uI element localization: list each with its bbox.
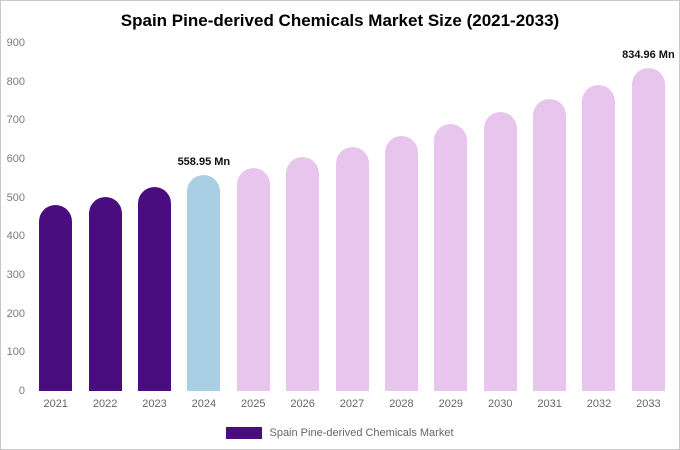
x-tick-label: 2024 xyxy=(191,398,217,410)
bar-slot xyxy=(278,43,327,391)
y-tick-label: 200 xyxy=(6,307,25,320)
x-tick-label: 2032 xyxy=(586,398,612,410)
x-tick-label: 2022 xyxy=(92,398,118,410)
legend-swatch xyxy=(226,427,263,439)
bar-2023 xyxy=(137,186,171,391)
bar-2026 xyxy=(286,157,320,391)
bar-2022 xyxy=(88,196,122,391)
legend: Spain Pine-derived Chemicals Market xyxy=(1,427,679,439)
y-tick-label: 300 xyxy=(6,269,25,281)
x-tick-label: 2025 xyxy=(241,398,266,410)
x-tick-label: 2030 xyxy=(487,398,513,410)
bar-2031 xyxy=(533,99,567,391)
y-axis: 0 100 200 300 400 500 600 700 800 900 xyxy=(1,37,27,397)
bar-slot: 558.95 Mn xyxy=(178,43,230,391)
bar-2030 xyxy=(483,111,517,391)
bar-slot xyxy=(229,43,278,391)
bar-slot xyxy=(31,43,80,391)
bar-value-label: 558.95 Mn xyxy=(177,155,231,168)
bar-slot xyxy=(130,43,179,391)
x-tick-label: 2029 xyxy=(438,398,464,410)
chart-title: Spain Pine-derived Chemicals Market Size… xyxy=(120,11,560,30)
x-tick-label: 2031 xyxy=(537,398,562,410)
x-tick-label: 2026 xyxy=(290,398,315,410)
bar-value-label: 834.96 Mn xyxy=(622,49,675,62)
bar-slot xyxy=(327,43,376,391)
x-tick-label: 2021 xyxy=(43,398,68,410)
bar-slot xyxy=(476,43,525,391)
bar-slot xyxy=(525,43,574,391)
legend-label: Spain Pine-derived Chemicals Market xyxy=(269,427,454,439)
bar-slot xyxy=(80,43,129,391)
bar-2029 xyxy=(434,124,468,391)
x-tick-label: 2028 xyxy=(389,398,414,410)
bar-2025 xyxy=(236,167,270,391)
bar-slot xyxy=(426,43,475,391)
y-tick-label: 900 xyxy=(6,37,25,49)
y-tick-label: 100 xyxy=(6,346,25,359)
bar-2032 xyxy=(582,85,616,391)
bar-slot: 834.96 Mn xyxy=(622,43,675,391)
bar-2027 xyxy=(335,146,369,391)
x-axis: 2021 2022 2023 2024 2025 2026 2027 2028 2029 2030… xyxy=(31,398,673,410)
plot-area: 558.95 Mn 834.96 Mn xyxy=(31,43,675,391)
y-tick-label: 800 xyxy=(6,75,25,88)
bar-2021 xyxy=(39,205,73,391)
y-tick-label: 700 xyxy=(6,114,25,127)
x-tick-label: 2027 xyxy=(339,398,365,410)
bar-slot xyxy=(377,43,426,391)
y-tick-label: 500 xyxy=(6,191,25,204)
y-tick-label: 600 xyxy=(6,153,25,165)
x-tick-label: 2033 xyxy=(636,398,661,410)
bar-2028 xyxy=(384,135,418,391)
bar-slot xyxy=(574,43,623,391)
bar-2024: 558.95 Mn xyxy=(178,156,230,391)
bar-2033: 834.96 Mn xyxy=(622,49,675,391)
x-tick-label: 2023 xyxy=(142,398,167,410)
y-tick-label: 400 xyxy=(6,230,25,243)
y-tick-label: 0 xyxy=(18,385,25,397)
